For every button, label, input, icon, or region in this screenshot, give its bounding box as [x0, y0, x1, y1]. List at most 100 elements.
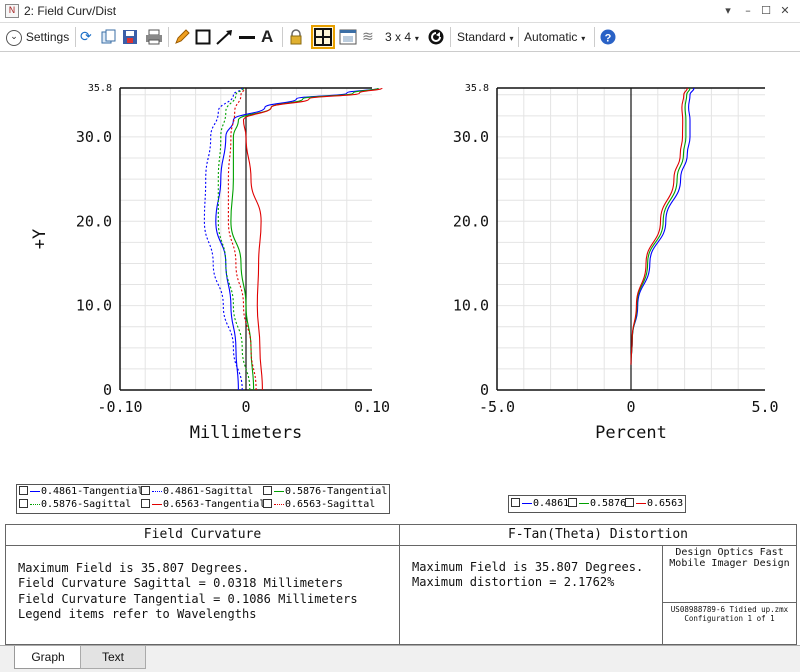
legend-item: 0.6563-Tangential [141, 498, 265, 511]
series-line [630, 87, 688, 365]
legend-item: 0.5876-Tangential [263, 485, 387, 498]
y-tick-label: 0 [480, 381, 489, 399]
y-tick-label: 10.0 [76, 297, 112, 315]
legend-checkbox-icon[interactable] [625, 497, 634, 507]
x-tick-label: 0 [241, 398, 250, 416]
legend-checkbox-icon[interactable] [19, 498, 28, 508]
legend-line-swatch [30, 503, 40, 505]
x-tick-label: 5.0 [751, 398, 778, 416]
fc-tangential: Field Curvature Tangential = 0.1086 Mill… [18, 592, 358, 606]
x-tick-label: 0 [626, 398, 635, 416]
standard-label: Standard [457, 30, 506, 44]
pencil-icon[interactable] [174, 27, 190, 47]
legend-item: 0.6563-Sagittal [263, 498, 376, 511]
legend-checkbox-icon[interactable] [19, 485, 28, 495]
title-block-divider [662, 545, 663, 644]
automatic-label: Automatic [524, 30, 578, 44]
arrow-icon[interactable] [216, 27, 234, 47]
line-icon[interactable] [238, 27, 256, 47]
legend-item: 0.6563 [625, 497, 684, 510]
toolbar-separator [75, 27, 76, 47]
tab-graph[interactable]: Graph [14, 646, 82, 669]
series-line [203, 87, 243, 391]
settings-label: Settings [25, 30, 70, 44]
legend-checkbox-icon[interactable] [511, 497, 520, 507]
bottom-tab-bar: Graph Text [0, 645, 800, 672]
series-line [227, 87, 257, 391]
layout-label: 3 x 4 [385, 30, 412, 44]
rectangle-icon[interactable] [195, 27, 211, 47]
automatic-dropdown[interactable]: Automatic ▾ [524, 30, 586, 44]
distortion-header: F-Tan(Theta) Distortion [400, 525, 796, 546]
legend-line-swatch [274, 503, 284, 505]
x-axis-label: Millimeters [190, 423, 303, 443]
design-title-1: Design Optics Fast [675, 547, 784, 558]
series-line [630, 87, 695, 365]
legend-line-swatch [152, 490, 162, 492]
window-icon[interactable] [339, 27, 357, 47]
copy-icon[interactable] [101, 27, 117, 47]
title-block-divider [662, 602, 796, 603]
tab-text[interactable]: Text [80, 646, 146, 669]
file-name: US08988789-6 Tidied up.zmx [670, 605, 789, 614]
layout-dropdown[interactable]: 3 x 4 ▾ [385, 30, 419, 44]
y-tick-label: 20.0 [76, 212, 112, 230]
legend-label: 0.6563-Sagittal [285, 499, 376, 510]
legend-label: 0.5876 [590, 498, 627, 509]
fit-icon[interactable] [311, 25, 335, 49]
settings-button[interactable]: ⌄ Settings [6, 27, 69, 47]
y-tick-label: 20.0 [453, 212, 489, 230]
legend-label: 0.6563 [647, 498, 684, 509]
toolbar-separator [168, 27, 169, 47]
toolbar: ⌄ Settings ⟳ A ≋ 3 x 4 ▾ Standard ▾ Auto… [0, 23, 800, 52]
help-icon[interactable]: ? [600, 27, 616, 47]
svg-text:?: ? [605, 33, 612, 45]
lock-icon[interactable] [289, 27, 303, 47]
fc-max-field: Maximum Field is 35.807 Degrees. [18, 561, 250, 575]
standard-dropdown[interactable]: Standard ▾ [457, 30, 514, 44]
fc-legend-note: Legend items refer to Wavelengths [18, 607, 257, 621]
legend-line-swatch [152, 503, 162, 505]
series-line [242, 87, 383, 391]
series-line [230, 87, 379, 391]
maximize-button[interactable]: ☐ [761, 4, 771, 17]
legend-item: 0.4861 [511, 497, 570, 510]
field-curvature-legend: 0.4861-Tangential 0.4861-Sagittal 0.5876-T… [16, 484, 390, 514]
rotate-icon[interactable] [428, 27, 444, 47]
text-icon[interactable]: A [261, 27, 274, 46]
save-icon[interactable] [122, 27, 138, 47]
legend-checkbox-icon[interactable] [141, 498, 150, 508]
minimize-button[interactable]: – [745, 4, 751, 17]
legend-checkbox-icon[interactable] [263, 485, 272, 495]
legend-item: 0.5876 [568, 497, 627, 510]
title-bar: N 2: Field Curv/Dist ▾ – ☐ ✕ [0, 0, 800, 23]
legend-checkbox-icon[interactable] [263, 498, 272, 508]
field-curvature-header: Field Curvature [6, 525, 399, 546]
y-tick-label: 10.0 [453, 297, 489, 315]
x-axis-label: Percent [595, 423, 667, 443]
design-title-2: Mobile Imager Design [669, 558, 790, 569]
legend-item: 0.4861-Tangential [19, 485, 143, 498]
legend-line-swatch [579, 502, 589, 504]
refresh-icon[interactable]: ⟳ [80, 29, 92, 45]
x-tick-label: -5.0 [479, 398, 515, 416]
y-tick-label: 30.0 [76, 128, 112, 146]
legend-line-swatch [30, 490, 40, 492]
chevron-down-icon: ⌄ [6, 29, 22, 46]
configuration: Configuration 1 of 1 [684, 614, 775, 623]
toolbar-separator [282, 27, 283, 47]
legend-label: 0.5876-Sagittal [41, 499, 132, 510]
legend-label: 0.4861 [533, 498, 570, 509]
dropdown-arrow-icon[interactable]: ▾ [725, 4, 731, 17]
plots-canvas: 010.020.030.035.8-0.10 0 0.10Millimeters+Y… [30, 83, 779, 443]
y-tick-label: 35.8 [88, 83, 112, 94]
dist-max-field: Maximum Field is 35.807 Degrees. [412, 560, 644, 574]
close-button[interactable]: ✕ [780, 4, 790, 17]
legend-checkbox-icon[interactable] [141, 485, 150, 495]
layers-icon[interactable]: ≋ [362, 29, 374, 45]
legend-checkbox-icon[interactable] [568, 497, 577, 507]
print-icon[interactable] [145, 27, 163, 47]
toolbar-separator [450, 27, 451, 47]
series-line [215, 87, 379, 391]
